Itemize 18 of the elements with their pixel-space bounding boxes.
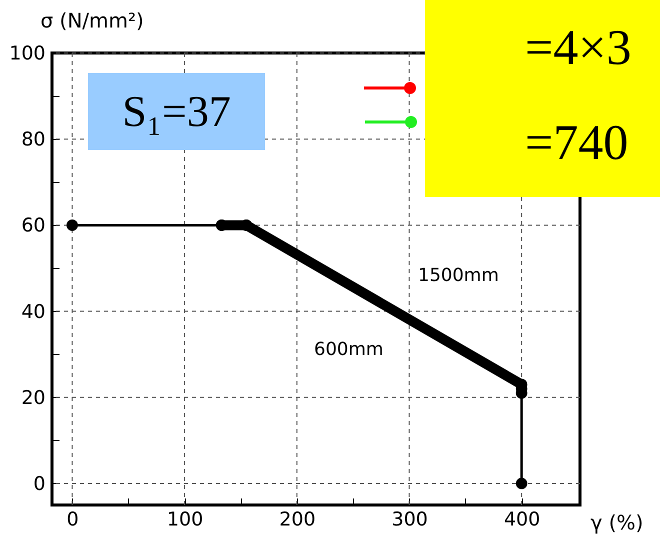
x-tick-label: 100 xyxy=(166,508,204,530)
y-tick-label: 0 xyxy=(33,472,46,495)
x-tick-label: 200 xyxy=(279,508,316,530)
y-tick-label: 80 xyxy=(21,128,46,151)
x-tick-label: 0 xyxy=(66,508,79,530)
annotation: 1500mm xyxy=(418,265,499,286)
annotation: =4×3 xyxy=(525,19,632,75)
annotation: S₁=37 xyxy=(88,73,265,150)
x-tick-label: 400 xyxy=(504,508,540,530)
y-tick-label: 40 xyxy=(21,300,46,323)
x-axis-title: γ (%) xyxy=(590,510,644,534)
y-tick-label: 20 xyxy=(21,386,46,409)
y-tick-label: 100 xyxy=(9,42,46,64)
y-axis-title: σ (N/mm²) xyxy=(40,8,144,32)
annotation: =740 xyxy=(525,114,628,170)
x-tick-label: 300 xyxy=(392,508,428,530)
annotation: 600mm xyxy=(314,339,384,360)
y-tick-label: 60 xyxy=(21,214,46,237)
